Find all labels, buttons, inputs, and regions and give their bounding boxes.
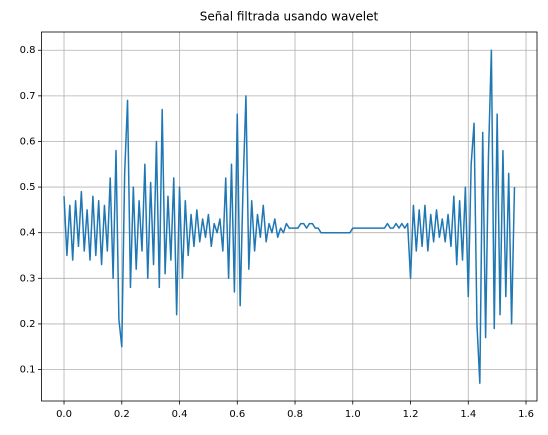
y-tick-label: 0.8 xyxy=(20,45,36,56)
y-tick-label: 0.5 xyxy=(20,182,36,193)
y-tick-label: 0.4 xyxy=(20,228,36,239)
y-tick-label: 0.7 xyxy=(20,91,36,102)
x-tick-label: 1.4 xyxy=(460,409,476,420)
x-tick-label: 0.6 xyxy=(229,409,245,420)
x-tick-label: 0.2 xyxy=(114,409,130,420)
y-tick-label: 0.3 xyxy=(20,273,36,284)
y-tick-label: 0.6 xyxy=(20,136,36,147)
y-tick-label: 0.2 xyxy=(20,319,36,330)
x-tick-label: 1.0 xyxy=(345,409,361,420)
x-tick-label: 1.6 xyxy=(518,409,534,420)
line xyxy=(63,49,516,384)
x-tick-label: 1.2 xyxy=(403,409,419,420)
plot-frame xyxy=(41,31,538,402)
x-tick-label: 0.4 xyxy=(172,409,188,420)
chart-title: Señal filtrada usando wavelet xyxy=(200,10,379,24)
x-tick-label: 0.0 xyxy=(56,409,72,420)
y-tick-label: 0.1 xyxy=(20,365,36,376)
x-tick-label: 0.8 xyxy=(287,409,303,420)
